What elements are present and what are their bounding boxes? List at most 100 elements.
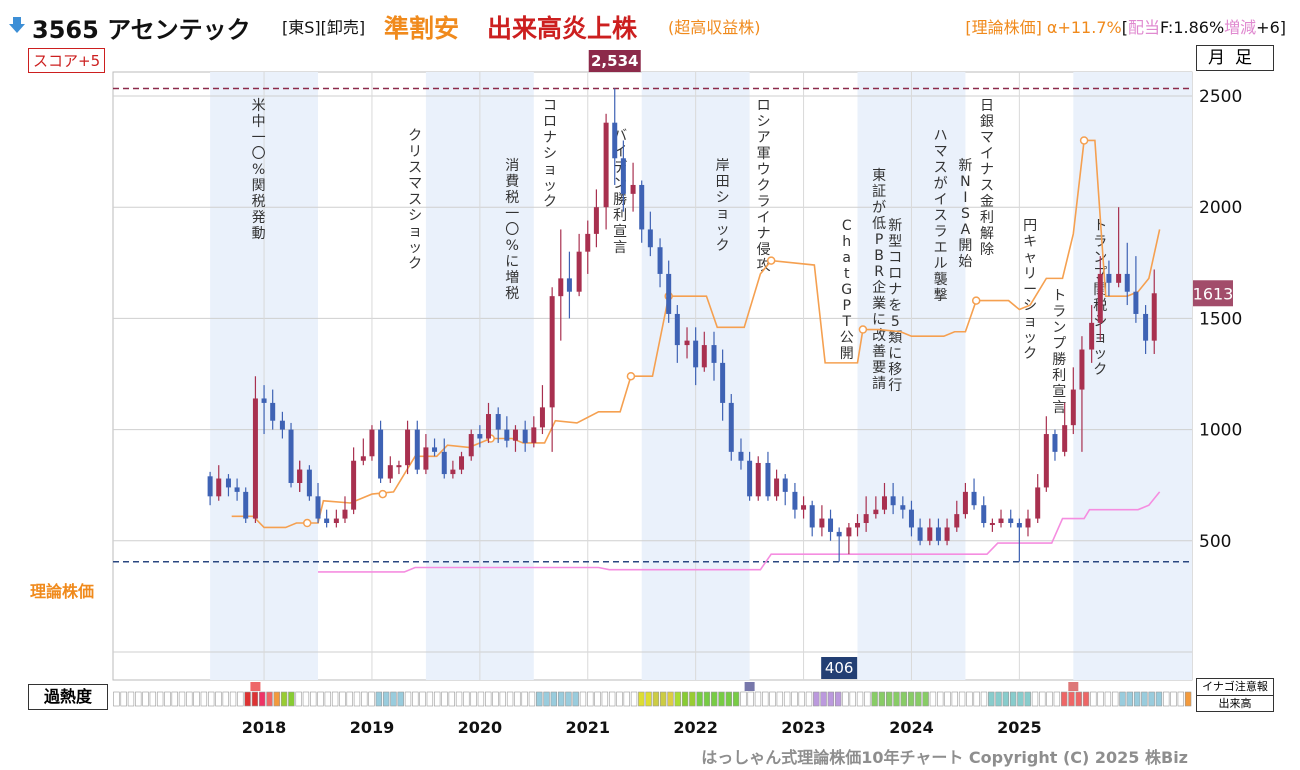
heat-cell [295,691,302,707]
heat-cell [514,691,521,707]
heat-cell [215,691,222,707]
theory-side-label: 理論株価 [30,582,95,601]
candle-body [423,447,429,470]
stock-code-name: 3565 アセンテック [32,16,251,44]
theory-line [231,139,1161,529]
heat-cell [178,691,186,707]
heat-cell [506,691,514,707]
theory-point [971,296,981,305]
candle-body [981,505,987,524]
heat-cell [1126,691,1133,707]
header-right-info: [理論株価] α+11.7%[配当F:1.86%増減+6] [965,14,1286,38]
candle-body [585,233,591,252]
candle-body [738,451,744,461]
heat-cell [659,691,667,707]
heat-cell [725,691,732,707]
heat-cell [1141,691,1148,707]
candle-body [962,491,968,515]
heat-cell [266,691,273,707]
heat-cell [1053,691,1061,707]
copyright: はっしゃん式理論株価10年チャート Copyright (C) 2025 株Bi… [701,748,1188,767]
heat-cell [463,691,470,707]
heat-cell [397,691,404,707]
heat-cell [477,691,485,707]
candle-body [207,476,213,497]
candle-body [647,229,653,248]
candle-body [1124,273,1130,292]
heat-cell [1090,691,1097,707]
heat-cell [557,691,565,707]
x-tick-label: 2022 [673,718,718,737]
candle-body [900,505,906,510]
candle-body [1062,425,1068,452]
candle-body [279,420,285,430]
candle-body [1097,273,1103,323]
y-tick-label: 2500 [1199,87,1242,107]
candle-body [288,429,294,483]
heat-cell [572,691,579,707]
candle-body [378,429,384,479]
candle-body [566,278,572,292]
heat-cell [711,691,718,707]
candle-body [1025,518,1031,528]
heat-cell [813,691,820,707]
candle-body [495,414,501,430]
candle-body [387,465,393,479]
heat-cell [543,691,550,707]
candle-body [989,523,995,526]
market-tag: [東S][卸売] [282,18,366,37]
candle-body [693,340,699,368]
heat-cell [864,691,871,707]
candle-body [828,518,834,532]
x-tick-label: 2019 [350,718,395,737]
heat-cell [885,691,893,707]
change-label: 増減 [1224,18,1257,37]
candle-body [782,478,788,492]
heat-cell [331,691,339,707]
heat-cell [565,691,572,707]
theory-point [626,371,636,381]
y-tick-label: 1000 [1199,421,1242,441]
heat-cell [754,691,762,707]
theory-point [1079,136,1089,145]
dividend-value: F:1.86% [1159,18,1225,37]
candle-body [315,496,321,519]
x-tick-label: 2025 [997,718,1042,737]
candle-body [1143,313,1149,341]
heat-cell [455,691,463,707]
heat-cell [630,691,638,707]
heat-cell [878,691,886,707]
heat-cell [222,691,229,707]
candle-body [855,523,861,528]
heat-cell [849,691,856,707]
y-tick-label: 2000 [1199,198,1242,218]
inago-label: イナゴ注意報 [1197,679,1273,696]
heat-marker [250,682,261,691]
heat-cell [667,691,674,707]
event-label: 岸田ショック [716,158,730,254]
heat-cell [339,691,346,707]
candle-body [234,487,240,492]
heat-cell [127,691,135,707]
candle-body [1008,518,1014,524]
event-label: 消費税一〇%に増税 [505,158,519,302]
tag-undervalued: 準割安 [384,14,460,43]
heat-cell [944,691,951,707]
x-tick-label: 2024 [889,718,934,737]
heat-cell [1163,691,1170,707]
candle-body [414,429,420,470]
candle-body [998,518,1004,524]
theory-point [302,518,312,528]
heat-cell [302,691,310,707]
alpha-value: α+11.7% [1046,18,1122,37]
candle-body [531,427,537,443]
heat-cell [390,691,397,707]
score-badge: スコア+5 [28,48,106,73]
candle-body [441,451,447,475]
heat-cell [1119,691,1126,707]
candle-body [747,460,753,497]
heat-cell [1060,691,1068,707]
candle-body [809,505,815,528]
candle-body [935,527,941,541]
theory-label: [理論株価] [965,18,1042,37]
